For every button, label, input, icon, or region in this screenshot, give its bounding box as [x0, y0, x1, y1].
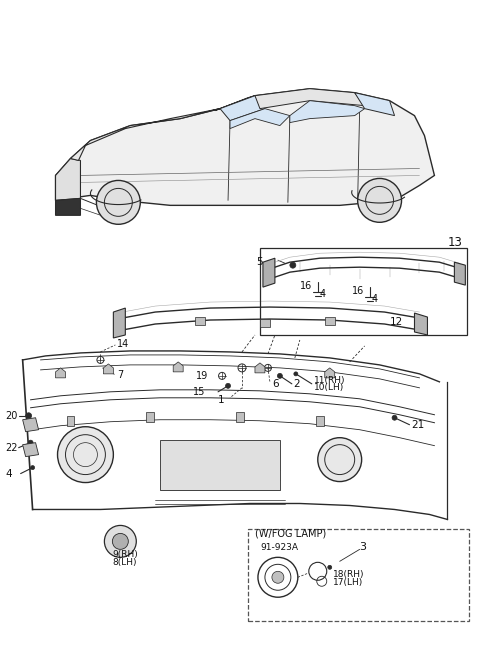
Polygon shape	[290, 100, 365, 123]
Polygon shape	[67, 416, 74, 426]
Circle shape	[290, 262, 296, 268]
Text: 4: 4	[372, 294, 378, 304]
Text: 16: 16	[352, 286, 364, 296]
Polygon shape	[56, 159, 81, 200]
Circle shape	[294, 372, 298, 376]
Text: 15: 15	[193, 387, 205, 397]
Text: 20: 20	[6, 411, 18, 420]
Polygon shape	[255, 363, 265, 373]
Text: 4: 4	[6, 468, 12, 479]
Polygon shape	[56, 89, 434, 205]
Text: 10(LH): 10(LH)	[314, 383, 344, 392]
Polygon shape	[455, 262, 465, 285]
Circle shape	[28, 440, 33, 445]
Polygon shape	[230, 109, 290, 129]
Text: (W/FOG LAMP): (W/FOG LAMP)	[255, 528, 326, 539]
Polygon shape	[220, 96, 265, 121]
Text: 3: 3	[360, 543, 367, 552]
Polygon shape	[316, 416, 324, 426]
Circle shape	[104, 525, 136, 558]
Circle shape	[328, 565, 332, 569]
Polygon shape	[113, 308, 125, 338]
Circle shape	[358, 178, 402, 222]
Text: 9(RH): 9(RH)	[112, 550, 138, 559]
Polygon shape	[23, 418, 38, 432]
Text: 5: 5	[256, 257, 263, 267]
Polygon shape	[146, 412, 154, 422]
Polygon shape	[56, 368, 65, 378]
Polygon shape	[255, 89, 365, 109]
Text: 18(RH): 18(RH)	[333, 570, 364, 579]
Polygon shape	[71, 109, 220, 161]
Circle shape	[58, 426, 113, 483]
Text: 19: 19	[196, 371, 208, 381]
Polygon shape	[173, 362, 183, 372]
Polygon shape	[23, 443, 38, 457]
Polygon shape	[263, 258, 275, 287]
Circle shape	[318, 438, 361, 482]
Text: 6: 6	[272, 379, 278, 389]
Polygon shape	[215, 96, 255, 111]
Polygon shape	[236, 412, 244, 422]
Bar	[160, 440, 280, 489]
Text: 2: 2	[293, 379, 300, 389]
Text: 17(LH): 17(LH)	[333, 578, 363, 586]
Polygon shape	[103, 364, 113, 374]
Bar	[260, 248, 468, 335]
Text: 16: 16	[300, 281, 312, 291]
Circle shape	[25, 413, 32, 419]
Text: 22: 22	[6, 443, 18, 453]
Text: 4: 4	[320, 289, 326, 299]
Bar	[260, 319, 270, 327]
Circle shape	[226, 383, 230, 388]
Text: 12: 12	[390, 317, 403, 327]
Text: 21: 21	[411, 420, 425, 430]
Text: 13: 13	[447, 236, 462, 249]
Bar	[325, 317, 335, 325]
Circle shape	[272, 571, 284, 583]
Text: 1: 1	[218, 395, 225, 405]
Text: 91-923A: 91-923A	[260, 543, 298, 552]
Circle shape	[392, 415, 397, 420]
Polygon shape	[56, 198, 81, 215]
Circle shape	[112, 533, 128, 549]
Circle shape	[31, 466, 35, 470]
Text: 14: 14	[117, 339, 130, 349]
Text: 11(RH): 11(RH)	[314, 377, 345, 385]
Polygon shape	[415, 313, 428, 335]
Text: 7: 7	[117, 370, 124, 380]
Circle shape	[277, 373, 282, 379]
Polygon shape	[355, 92, 395, 115]
Bar	[195, 317, 205, 325]
Circle shape	[96, 180, 140, 224]
Bar	[248, 529, 469, 621]
Polygon shape	[325, 368, 335, 378]
Text: 8(LH): 8(LH)	[112, 558, 137, 567]
